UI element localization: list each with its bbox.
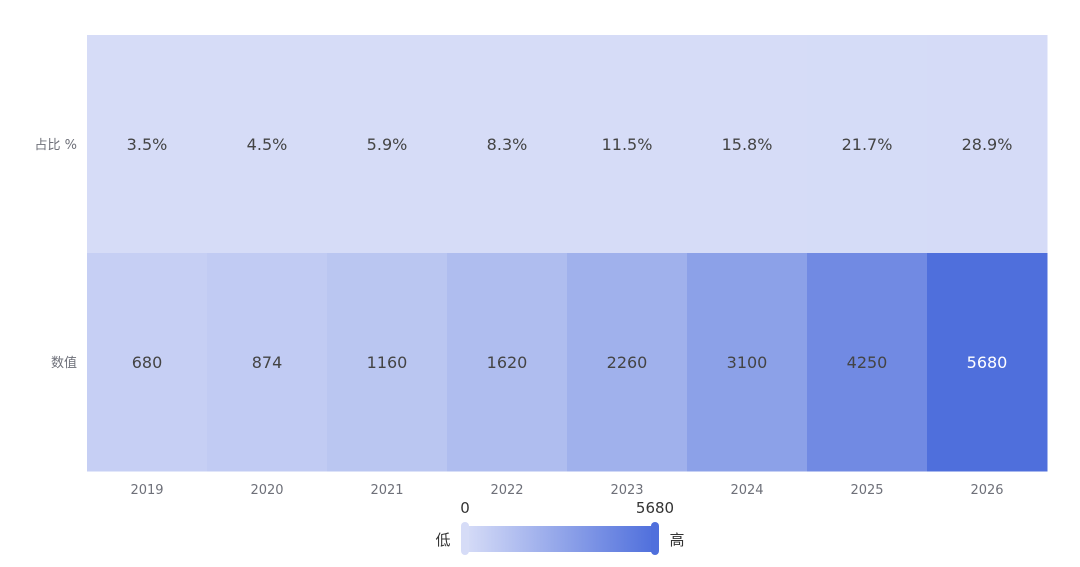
heatmap-cell[interactable] xyxy=(87,253,208,472)
x-axis-tick-label: 2022 xyxy=(490,483,523,498)
heatmap-cell[interactable] xyxy=(327,35,448,254)
visual-map-high-text: 高 xyxy=(669,531,684,549)
x-axis-tick-label: 2020 xyxy=(250,483,283,498)
heatmap-cell-label: 680 xyxy=(132,353,163,372)
y-axis-tick-label: 数值 xyxy=(51,355,77,371)
x-axis: 2019 2020 2021 2022 2023 2024 2025 2026 xyxy=(130,483,1003,498)
visual-map-low-text: 低 xyxy=(435,531,450,549)
heatmap-cell-label: 5680 xyxy=(967,353,1008,372)
visual-map-max-label: 5680 xyxy=(636,499,674,517)
heatmap-cell-label: 5.9% xyxy=(367,135,408,154)
visual-map-legend: 0 5680 低 高 xyxy=(435,499,685,555)
heatmap-cell-label: 15.8% xyxy=(722,135,773,154)
x-axis-tick-label: 2019 xyxy=(130,483,163,498)
heatmap-cell[interactable] xyxy=(807,253,928,472)
heatmap-cell-label: 1620 xyxy=(487,353,528,372)
heatmap-cell-label: 8.3% xyxy=(487,135,528,154)
heatmap-cell-label: 28.9% xyxy=(962,135,1013,154)
heatmap-cell[interactable] xyxy=(207,253,328,472)
heatmap-cell[interactable] xyxy=(327,253,448,472)
x-axis-tick-label: 2026 xyxy=(970,483,1003,498)
heatmap-cell-label: 3.5% xyxy=(127,135,168,154)
heatmap-cell[interactable] xyxy=(807,35,928,254)
heatmap-cell-label: 4.5% xyxy=(247,135,288,154)
visual-map-handle-high[interactable] xyxy=(651,522,659,555)
y-axis-tick-label: 占比 % xyxy=(35,138,78,153)
heatmap-cell-label: 874 xyxy=(252,353,283,372)
heatmap-cell[interactable] xyxy=(567,35,688,254)
heatmap-cell[interactable] xyxy=(447,35,568,254)
x-axis-tick-label: 2023 xyxy=(610,483,643,498)
heatmap-cell-label: 1160 xyxy=(367,353,408,372)
heatmap-cell[interactable] xyxy=(927,253,1048,472)
heatmap-cell-label: 2260 xyxy=(607,353,648,372)
x-axis-tick-label: 2025 xyxy=(850,483,883,498)
heatmap-cell[interactable] xyxy=(87,35,208,254)
heatmap-cell[interactable] xyxy=(447,253,568,472)
heatmap-cell-label: 4250 xyxy=(847,353,888,372)
x-axis-tick-label: 2021 xyxy=(370,483,403,498)
heatmap-cells xyxy=(87,35,1048,472)
heatmap-cell[interactable] xyxy=(567,253,688,472)
heatmap-cell-label: 21.7% xyxy=(842,135,893,154)
heatmap-cell-label: 11.5% xyxy=(602,135,653,154)
heatmap-cell-label: 3100 xyxy=(727,353,768,372)
visual-map-handle-low[interactable] xyxy=(461,522,469,555)
visual-map-gradient-bar[interactable] xyxy=(465,526,655,552)
heatmap-cell[interactable] xyxy=(687,35,808,254)
visual-map-min-label: 0 xyxy=(460,499,470,517)
y-axis: 占比 % 数值 xyxy=(35,138,78,371)
x-axis-tick-label: 2024 xyxy=(730,483,763,498)
heatmap-cell[interactable] xyxy=(207,35,328,254)
heatmap-cell-labels: 3.5% 4.5% 5.9% 8.3% 11.5% 15.8% 21.7% 28.9% 680 8… xyxy=(127,135,1013,372)
heatmap-cell[interactable] xyxy=(687,253,808,472)
heatmap-cell[interactable] xyxy=(927,35,1048,254)
